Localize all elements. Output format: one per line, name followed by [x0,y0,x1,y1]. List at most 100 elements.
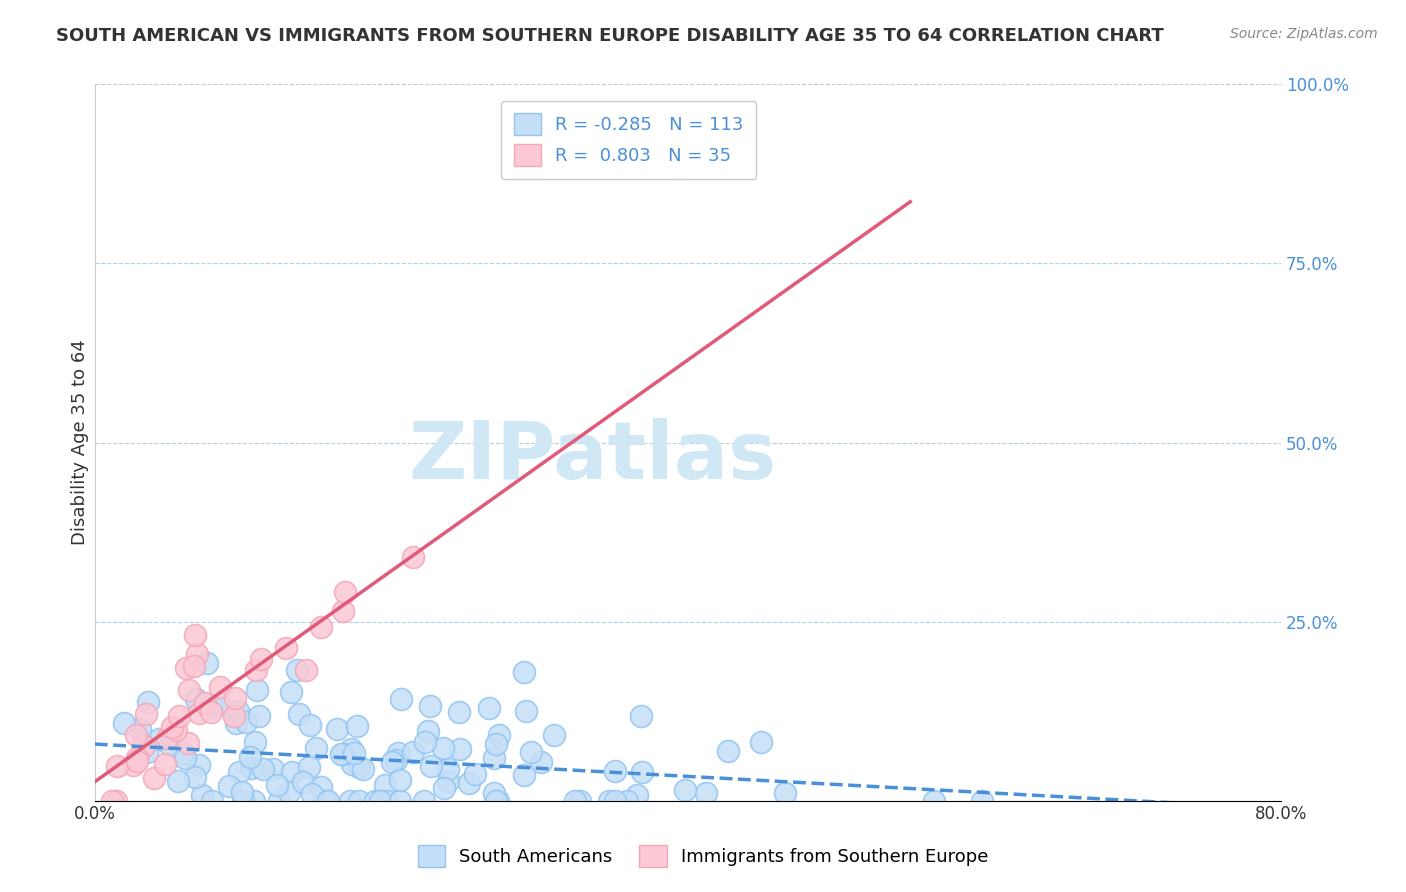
Point [267,794,290,808]
Point [436,762,458,776]
Point [419,698,441,713]
Point [339,742,361,756]
Point [420,759,443,773]
Point [232,794,254,808]
Point [246,682,269,697]
Point [486,794,509,808]
Point [717,744,740,758]
Point [153,756,176,771]
Point [478,701,501,715]
Point [252,762,274,776]
Point [315,794,337,808]
Point [177,736,200,750]
Point [167,774,190,789]
Text: SOUTH AMERICAN VS IMMIGRANTS FROM SOUTHERN EUROPE DISABILITY AGE 35 TO 64 CORREL: SOUTH AMERICAN VS IMMIGRANTS FROM SOUTHE… [56,27,1164,45]
Point [190,788,212,802]
Point [159,739,181,753]
Point [349,760,371,774]
Point [332,747,354,761]
Point [222,708,245,723]
Point [208,697,231,711]
Point [287,663,309,677]
Point [121,757,143,772]
Point [184,691,207,706]
Point [343,746,366,760]
Point [773,787,796,801]
Point [751,735,773,749]
Point [381,756,404,770]
Point [224,691,246,706]
Point [129,723,152,737]
Point [413,735,436,749]
Point [449,706,471,720]
Point [201,794,224,808]
Point [125,754,148,768]
Point [543,728,565,742]
Point [100,794,122,808]
Y-axis label: Disability Age 35 to 64: Disability Age 35 to 64 [72,340,89,545]
Point [482,786,505,800]
Text: Source: ZipAtlas.com: Source: ZipAtlas.com [1230,27,1378,41]
Point [105,794,128,808]
Point [195,656,218,670]
Point [225,716,247,731]
Point [970,794,993,808]
Point [136,695,159,709]
Point [401,550,423,565]
Point [352,762,374,776]
Point [298,760,321,774]
Point [485,737,508,751]
Point [135,707,157,722]
Point [179,682,201,697]
Text: ZIPatlas: ZIPatlas [409,417,778,496]
Point [450,741,472,756]
Point [288,706,311,721]
Point [413,794,436,808]
Point [184,628,207,642]
Point [387,747,409,761]
Point [243,735,266,749]
Point [433,780,456,795]
Point [922,794,945,808]
Point [231,784,253,798]
Point [262,762,284,776]
Point [346,719,368,733]
Point [201,699,224,714]
Point [274,641,297,656]
Point [105,759,128,773]
Point [173,751,195,765]
Point [332,604,354,618]
Point [335,585,357,599]
Point [239,761,262,775]
Point [374,778,396,792]
Point [295,664,318,678]
Point [482,750,505,764]
Point [125,751,148,765]
Point [515,704,537,718]
Point [464,767,486,781]
Point [368,794,391,808]
Point [603,764,626,778]
Point [239,749,262,764]
Point [402,745,425,759]
Point [194,696,217,710]
Point [437,773,460,788]
Point [347,794,370,808]
Point [513,768,536,782]
Point [277,785,299,799]
Point [458,775,481,789]
Point [416,723,439,738]
Point [142,771,165,785]
Point [247,709,270,723]
Point [200,705,222,719]
Point [298,717,321,731]
Point [266,778,288,792]
Point [616,794,638,808]
Point [245,663,267,677]
Point [626,788,648,802]
Point [132,739,155,754]
Point [172,746,194,760]
Point [301,787,323,801]
Point [165,723,187,738]
Point [235,715,257,730]
